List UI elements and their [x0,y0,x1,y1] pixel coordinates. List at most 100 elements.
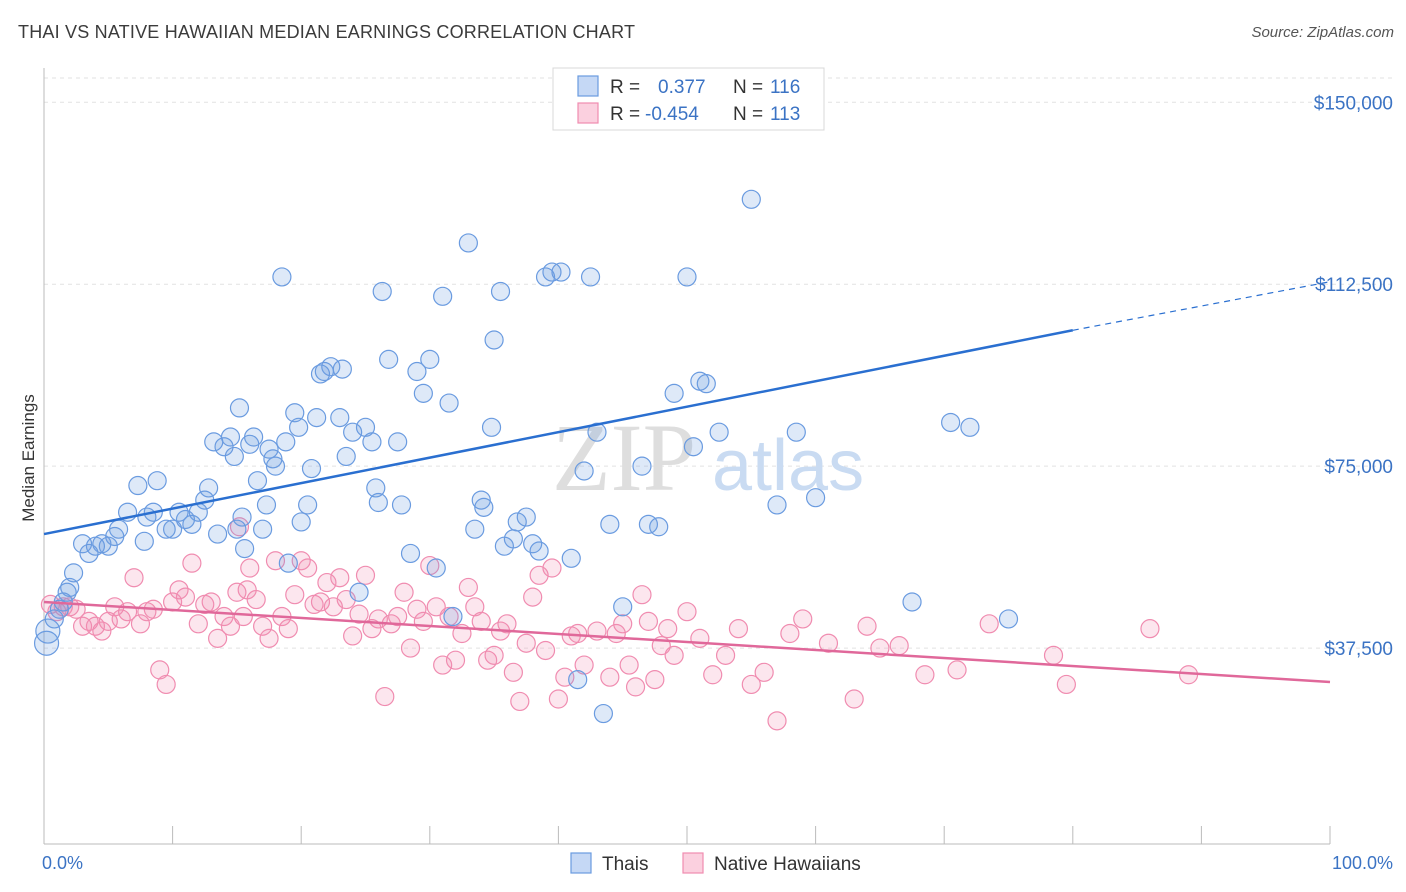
hawaiian-point [664,645,684,665]
thai-point [98,536,118,556]
bottom-legend-thai-label: Thais [602,854,648,875]
hawaiian-point [330,568,350,588]
hawaiian-point [349,604,369,624]
thai-point [256,495,277,515]
thai-point [276,432,296,452]
thai-trend-extension [1072,281,1331,331]
thai-point [786,422,806,442]
thai-point [490,281,511,302]
thai-point [587,422,607,442]
thai-point [683,437,704,457]
thai-point [741,189,761,209]
thai-point [232,507,252,527]
thai-point [593,703,614,724]
hawaiian-point [92,621,112,641]
thai-point [568,669,588,690]
thai-point [379,349,399,369]
thai-point [220,427,241,447]
hawaiian-point [889,636,909,656]
thai-point [529,541,549,561]
legend-hawaiian-r-label: R = [610,104,640,125]
hawaiian-point [516,633,536,653]
thai-point [253,519,273,539]
thai-point [307,408,327,428]
thai-point [613,597,633,617]
thai-point [677,267,697,287]
hawaiian-point [535,640,556,661]
bottom-legend-hawaiian-label: Native Hawaiians [714,854,861,875]
y-tick-labels: $37,500 $75,000 $112,500 $150,000 [1314,93,1393,660]
watermark: ZIP atlas [552,404,864,511]
thai-point [182,514,202,534]
hawaiian-trend-line [43,600,1331,684]
hawaiian-point [600,667,620,687]
thai-point [368,492,388,513]
legend-thai-r-label: R = [610,77,640,98]
thai-point [301,458,322,479]
hawaiian-point [619,655,639,675]
thai-point [516,507,536,527]
y-tick-label: $75,000 [1324,457,1393,478]
thai-point [128,475,148,496]
thai-point [580,267,601,287]
hawaiian-point [690,628,710,648]
hawaiian-point [355,565,376,585]
thai-point [235,539,255,559]
thai-point [391,495,412,515]
thai-point [465,519,485,539]
hawaiian-point [298,558,318,578]
thai-point [372,281,392,302]
thai-point [134,531,154,551]
hawaiian-point [394,582,414,602]
thai-point [523,534,543,554]
hawaiian-point [285,585,305,605]
hawaiian-point [503,662,523,682]
watermark-zip: ZIP [552,404,696,511]
thai-point [285,403,305,423]
hawaiian-point [445,650,466,670]
thai-point [690,371,710,391]
thai-point [767,495,787,515]
thai-point [664,383,684,403]
hawaiian-point [658,619,678,639]
thai-point [960,417,980,437]
hawaiian-point [857,616,877,636]
hawaiian-point [793,609,813,629]
y-tick-label: $112,500 [1315,275,1393,296]
thai-point [433,286,453,306]
thai-point [79,543,99,564]
hawaiian-point [979,614,999,634]
thai-point [400,543,421,564]
hawaiian-point [1043,645,1064,665]
legend-thai-swatch [577,75,599,97]
hawaiian-point [169,580,189,600]
thai-point [481,417,502,437]
hawaiian-point [703,665,723,685]
hawaiian-point [1140,619,1160,639]
legend-hawaiian-n-value: 113 [770,104,800,125]
thai-point [551,262,571,282]
hawaiian-point [188,614,208,634]
bottom-legend-hawaiian-swatch [682,852,704,874]
hawaiian-point [715,645,736,665]
thai-point [272,267,292,287]
hawaiian-point [246,589,266,610]
thai-point [278,553,298,573]
hawaiian-point [484,645,504,665]
thai-point [426,558,446,578]
hawaiian-point [201,592,221,612]
hawaiian-point [407,599,427,619]
thai-point [35,618,61,644]
thai-point [484,330,504,350]
thai-point [349,582,369,602]
legend-hawaiian-n-label: N = [733,104,763,125]
hawaiian-point [458,577,478,598]
thai-point [439,393,459,413]
hawaiian-point [433,655,453,675]
thai-points [33,189,1019,724]
hawaiian-point [510,691,530,712]
thai-point [156,519,176,539]
hawaiian-point [1056,674,1076,695]
hawaiian-point [208,628,228,648]
